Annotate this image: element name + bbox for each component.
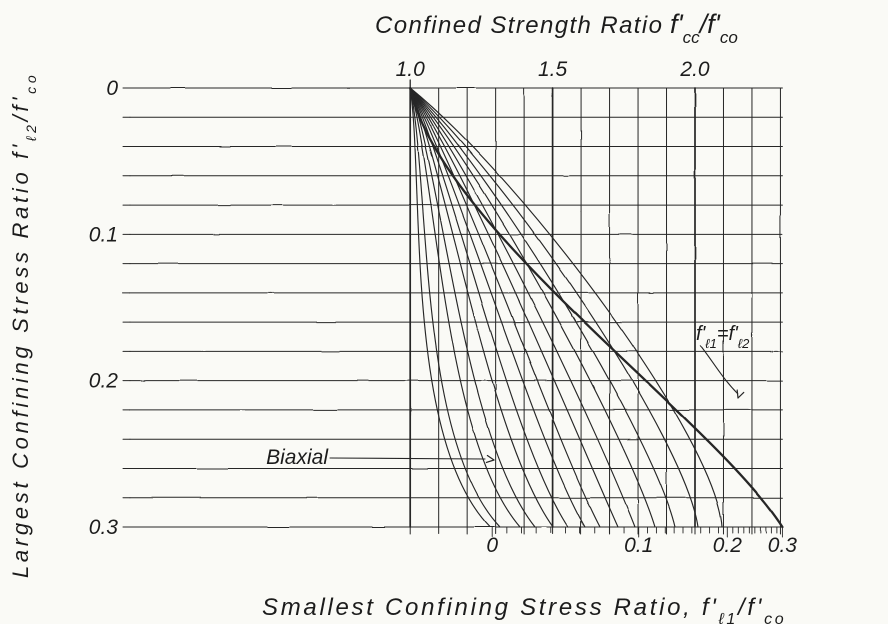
svg-text:Biaxial: Biaxial: [266, 446, 329, 469]
svg-text:Confined Strength Ratio: Confined Strength Ratio: [375, 12, 663, 39]
svg-text:1.5: 1.5: [538, 58, 568, 81]
svg-text:0.2: 0.2: [89, 370, 119, 393]
svg-text:0.3: 0.3: [89, 516, 119, 539]
svg-text:Smallest Confining Stress R: Smallest Confining Stress Ratio, f'ℓ1/f'…: [262, 594, 786, 624]
svg-text:1.0: 1.0: [396, 58, 426, 81]
svg-text:0.1: 0.1: [624, 534, 653, 557]
svg-text:0.3: 0.3: [768, 534, 798, 557]
svg-text:0: 0: [106, 77, 118, 100]
svg-text:0: 0: [486, 534, 498, 557]
svg-text:0.1: 0.1: [89, 223, 118, 246]
svg-text:0.2: 0.2: [713, 534, 743, 557]
svg-text:2.0: 2.0: [679, 58, 710, 81]
